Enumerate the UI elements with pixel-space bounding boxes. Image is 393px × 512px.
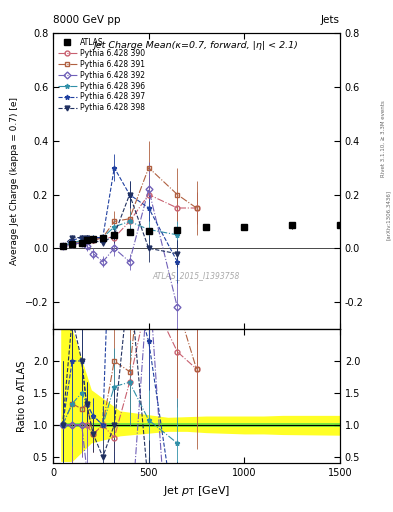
Legend: ATLAS, Pythia 6.428 390, Pythia 6.428 391, Pythia 6.428 392, Pythia 6.428 396, P: ATLAS, Pythia 6.428 390, Pythia 6.428 39…: [55, 35, 147, 115]
Text: 8000 GeV pp: 8000 GeV pp: [53, 14, 121, 25]
Text: Jet Charge Mean(κ=0.7, forward, |η| < 2.1): Jet Charge Mean(κ=0.7, forward, |η| < 2.…: [94, 40, 299, 50]
Y-axis label: Average Jet Charge (kappa = 0.7) [e]: Average Jet Charge (kappa = 0.7) [e]: [10, 97, 19, 265]
Text: Rivet 3.1.10, ≥ 3.3M events: Rivet 3.1.10, ≥ 3.3M events: [381, 100, 386, 177]
Text: Jets: Jets: [321, 14, 340, 25]
X-axis label: Jet $p_{\mathrm{T}}$ [GeV]: Jet $p_{\mathrm{T}}$ [GeV]: [163, 484, 230, 498]
Text: [arXiv:1306.3436]: [arXiv:1306.3436]: [386, 190, 391, 240]
Text: ATLAS_2015_I1393758: ATLAS_2015_I1393758: [153, 271, 240, 280]
Y-axis label: Ratio to ATLAS: Ratio to ATLAS: [17, 360, 27, 432]
